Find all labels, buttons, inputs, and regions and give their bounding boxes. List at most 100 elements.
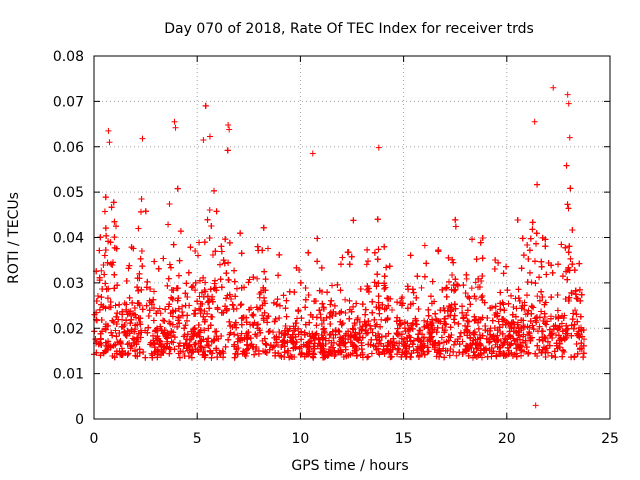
data-point xyxy=(114,310,121,317)
data-point xyxy=(503,263,510,270)
data-point xyxy=(421,242,428,249)
data-point xyxy=(353,352,360,359)
data-point xyxy=(101,252,108,259)
data-point xyxy=(459,338,466,345)
data-point xyxy=(297,279,304,286)
data-point xyxy=(510,303,517,310)
data-point xyxy=(450,341,457,348)
data-point xyxy=(320,334,327,341)
data-point xyxy=(165,275,172,282)
data-point xyxy=(264,245,271,252)
data-point xyxy=(453,281,460,288)
data-point xyxy=(317,341,324,348)
data-point xyxy=(203,338,210,345)
data-point xyxy=(538,308,545,315)
data-point xyxy=(484,314,491,321)
data-point xyxy=(206,133,213,140)
data-point xyxy=(349,325,356,332)
data-point xyxy=(181,325,188,332)
data-point xyxy=(229,302,236,309)
data-point xyxy=(143,302,150,309)
data-point xyxy=(425,306,432,313)
data-point xyxy=(138,196,145,203)
data-point xyxy=(542,349,549,356)
data-point xyxy=(166,261,173,268)
data-point xyxy=(202,102,209,109)
data-point xyxy=(230,306,237,313)
data-point xyxy=(187,244,194,251)
data-point xyxy=(322,353,329,360)
data-point xyxy=(534,181,541,188)
data-point xyxy=(174,285,181,292)
data-point xyxy=(179,309,186,316)
data-point xyxy=(262,300,269,307)
data-point xyxy=(469,236,476,243)
data-point xyxy=(409,325,416,332)
data-point xyxy=(551,348,558,355)
data-point xyxy=(463,347,470,354)
data-point xyxy=(92,336,99,343)
data-point xyxy=(483,335,490,342)
data-point xyxy=(567,185,574,192)
data-point xyxy=(558,241,565,248)
data-point xyxy=(369,329,376,336)
data-point xyxy=(339,254,346,261)
data-point xyxy=(518,265,525,272)
data-point xyxy=(182,290,189,297)
data-point xyxy=(359,351,366,358)
data-point xyxy=(331,302,338,309)
data-point xyxy=(390,339,397,346)
data-point xyxy=(144,329,151,336)
data-point xyxy=(222,236,229,243)
data-point xyxy=(442,285,449,292)
data-point xyxy=(359,301,366,308)
data-point xyxy=(451,319,458,326)
data-point xyxy=(565,205,572,212)
data-point xyxy=(220,257,227,264)
data-point xyxy=(478,294,485,301)
data-point xyxy=(552,322,559,329)
data-point xyxy=(319,345,326,352)
data-point xyxy=(167,320,174,327)
data-point xyxy=(286,325,293,332)
data-point xyxy=(144,278,151,285)
data-point xyxy=(460,314,467,321)
data-point xyxy=(442,347,449,354)
data-point xyxy=(208,354,215,361)
data-point xyxy=(359,334,366,341)
data-point xyxy=(276,315,283,322)
data-point xyxy=(437,318,444,325)
data-point xyxy=(96,306,103,313)
data-point xyxy=(221,260,228,267)
data-point xyxy=(497,306,504,313)
data-point xyxy=(129,335,136,342)
data-point xyxy=(564,325,571,332)
data-point xyxy=(441,320,448,327)
data-point xyxy=(386,263,393,270)
data-point xyxy=(549,269,556,276)
data-point xyxy=(302,285,309,292)
data-point xyxy=(232,319,239,326)
data-point xyxy=(97,336,104,343)
data-point xyxy=(495,259,502,266)
data-point xyxy=(374,271,381,278)
data-point xyxy=(472,317,479,324)
data-point xyxy=(195,329,202,336)
data-point xyxy=(484,327,491,334)
data-point xyxy=(150,305,157,312)
data-point xyxy=(229,323,236,330)
data-point xyxy=(368,336,375,343)
data-point xyxy=(365,258,372,265)
data-point xyxy=(499,330,506,337)
data-point xyxy=(198,289,205,296)
data-point xyxy=(320,326,327,333)
data-point xyxy=(197,338,204,345)
data-point xyxy=(248,304,254,311)
data-point xyxy=(542,236,549,243)
data-point xyxy=(539,294,546,301)
data-point xyxy=(240,348,247,355)
data-point xyxy=(471,293,478,300)
data-point xyxy=(369,298,376,305)
data-point xyxy=(114,282,121,289)
data-point xyxy=(559,328,566,335)
